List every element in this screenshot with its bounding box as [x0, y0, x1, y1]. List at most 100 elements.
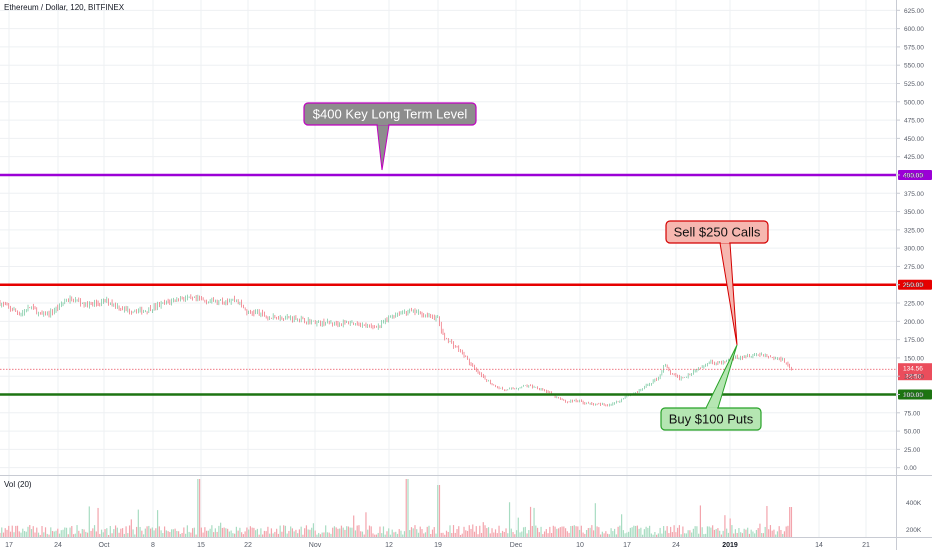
time-tick-label: 17	[623, 542, 631, 549]
callout-box[interactable]	[665, 220, 769, 244]
volume-bar	[480, 532, 483, 537]
volume-bar	[762, 533, 765, 537]
volume-bar	[740, 532, 742, 537]
volume-bar	[190, 532, 192, 537]
volume-bar	[314, 530, 316, 537]
volume-bar	[281, 531, 283, 537]
volume-bar	[542, 534, 544, 537]
volume-bar	[270, 528, 273, 537]
volume-bar	[43, 532, 45, 537]
volume-bar	[405, 479, 407, 537]
volume-bar	[754, 533, 756, 537]
volume-bar	[409, 530, 411, 537]
time-tick-label: 24	[54, 542, 62, 549]
volume-bar	[689, 530, 691, 537]
volume-bar	[578, 529, 581, 537]
volume-bar	[76, 525, 78, 537]
volume-bar	[244, 531, 246, 537]
volume-bar	[123, 533, 125, 537]
volume-bar	[573, 525, 575, 537]
volume-bar	[437, 485, 439, 537]
volume-bar	[225, 528, 227, 537]
volume-bar	[563, 526, 565, 537]
volume-bar	[346, 526, 348, 537]
price-tick-label: 175.00	[904, 337, 924, 344]
volume-bar	[519, 532, 521, 537]
volume-bar	[195, 534, 197, 537]
volume-bar	[25, 531, 27, 537]
volume-bar	[318, 532, 320, 537]
volume-bar	[699, 505, 701, 537]
volume-bar	[512, 532, 514, 537]
volume-bar	[745, 529, 747, 537]
volume-bar	[227, 528, 229, 537]
volume-bar	[41, 525, 43, 537]
volume-bar	[465, 530, 467, 537]
time-tick-label: 19	[434, 542, 442, 549]
callout[interactable]: Sell $250 Calls	[665, 220, 769, 346]
volume-bar	[487, 527, 490, 537]
volume-bar	[642, 534, 644, 537]
volume-bar	[353, 515, 355, 537]
volume-bar	[606, 533, 609, 537]
volume-bar	[626, 532, 628, 537]
volume-bar	[698, 533, 700, 537]
price-axis[interactable]: 0.00 25.00 50.00 75.00 100.00 125.00 150.00 175…	[896, 8, 924, 472]
volume-bar	[538, 532, 540, 537]
volume-bar	[100, 529, 103, 537]
volume-bar	[782, 533, 784, 537]
callout[interactable]: Buy $100 Puts	[660, 344, 762, 431]
volume-bar	[55, 530, 57, 537]
volume-bar	[771, 530, 773, 537]
volume-bar	[389, 534, 392, 537]
volume-bar	[584, 533, 586, 537]
volume-bar	[232, 533, 234, 537]
volume-bar	[501, 530, 504, 537]
volume-bar	[118, 532, 120, 537]
time-tick-label: Oct	[99, 542, 110, 549]
price-tick-label: 75.00	[904, 410, 921, 417]
volume-bar	[64, 527, 66, 537]
volume-bar	[274, 531, 276, 537]
volume-bar	[575, 526, 577, 537]
volume-bar	[188, 531, 190, 537]
volume-bar	[741, 533, 744, 537]
time-axis[interactable]: 17 24 Oct 8 15 22 Nov 12 19 Dec 10 17 24 2019 14 21	[5, 542, 870, 549]
volume-bar	[230, 530, 232, 537]
horizontal-levels[interactable]: 400.00 250.00 100.00	[0, 169, 932, 400]
volume-bar	[461, 533, 463, 537]
volume-bar	[172, 529, 174, 537]
volume-bar	[424, 532, 427, 537]
volume-bar	[557, 528, 560, 537]
callout-box[interactable]	[303, 102, 477, 126]
volume-bar	[647, 527, 649, 537]
volume-bar	[524, 526, 526, 537]
callout[interactable]: $400 Key Long Term Level	[303, 102, 477, 171]
volume-bar	[566, 531, 568, 537]
volume-bar	[39, 534, 41, 537]
price-tick-label: 375.00	[904, 191, 924, 198]
volume-bar	[291, 528, 294, 537]
volume-bar	[769, 525, 772, 537]
volume-bar	[691, 532, 693, 537]
volume-bar	[687, 530, 689, 537]
volume-bar	[298, 529, 301, 537]
price-tick-label: 25.00	[904, 447, 921, 454]
annotations[interactable]: $400 Key Long Term Level Sell $250 Calls B…	[303, 102, 769, 431]
price-tick-label: 100.00	[904, 392, 924, 399]
volume-bar	[60, 530, 62, 537]
volume-bar	[370, 526, 372, 537]
volume-bar	[491, 528, 493, 537]
volume-bar	[705, 533, 707, 537]
volume-bar	[48, 534, 50, 537]
volume-bar	[591, 525, 593, 537]
volume-bar	[381, 533, 383, 537]
volume-bar	[787, 525, 789, 537]
volume-bar	[726, 528, 728, 537]
volume-bar	[272, 533, 274, 537]
volume-bar	[430, 533, 432, 537]
volume-axis: 400K 200K	[906, 500, 922, 534]
price-tick-label: 275.00	[904, 264, 924, 271]
volume-bar	[671, 532, 673, 537]
